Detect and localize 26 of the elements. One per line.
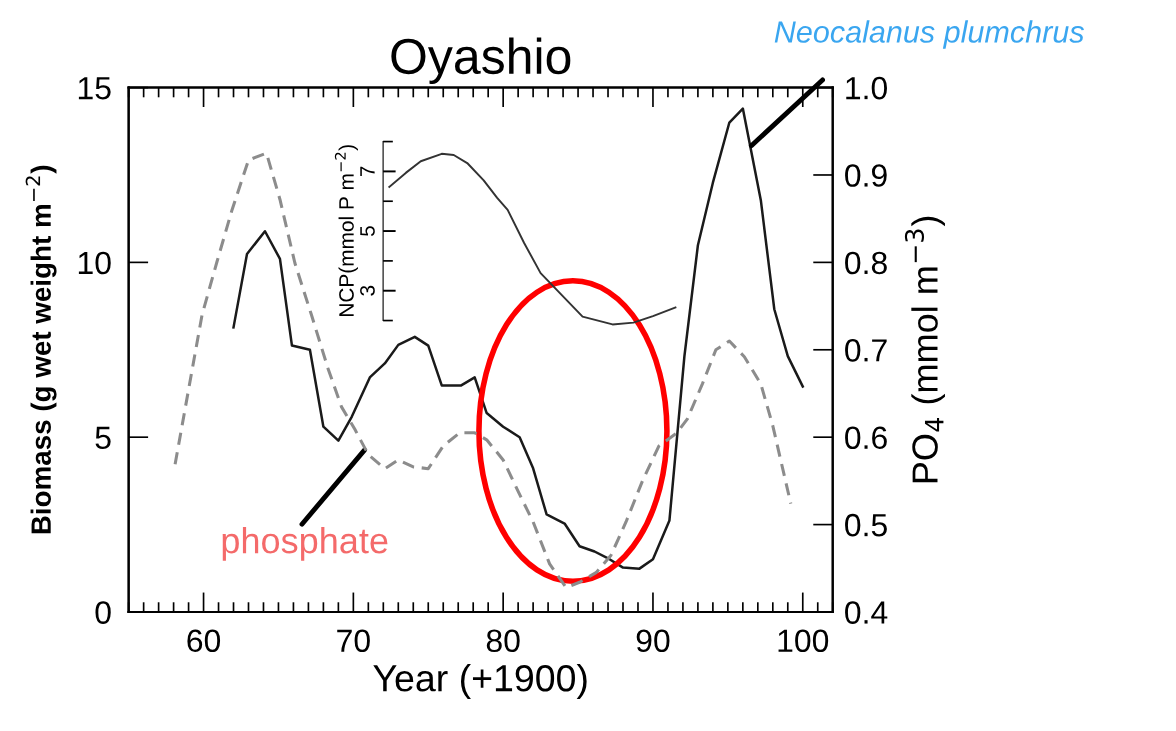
y3-tick-label: 5 xyxy=(360,226,375,237)
y2-tick-label: 0.7 xyxy=(845,339,887,362)
y-tick-label: 10 xyxy=(78,251,111,275)
y2-tick-label: 0.8 xyxy=(845,251,887,275)
annotation: Neocalanus plumchrus xyxy=(774,20,1084,49)
y2-tick-label: 0.4 xyxy=(845,601,888,624)
x-tick-label: 60 xyxy=(187,629,221,653)
y-tick-label: 15 xyxy=(78,77,111,100)
x-axis-title: Year (+1900) xyxy=(373,663,587,699)
y3-tick-label: 3 xyxy=(360,285,375,296)
y3-axis-title: NCP(mmol P m$^{−2}$) xyxy=(334,145,358,317)
x-tick-label: 100 xyxy=(778,629,829,653)
y-tick-label: 5 xyxy=(95,426,111,450)
y2-tick-label: 1.0 xyxy=(846,76,887,100)
y-axis-title: Biomass (g wet weight m$^{−2}$) xyxy=(25,165,57,534)
y2-tick-label: 0.5 xyxy=(845,513,887,537)
annotation: phosphate xyxy=(222,526,388,561)
x-tick-label: 70 xyxy=(337,629,370,653)
y2-tick-label: 0.9 xyxy=(845,164,887,187)
y2-tick-label: 0.6 xyxy=(845,426,887,450)
y3-tick-label: 7 xyxy=(360,166,375,177)
y-tick-label: 0 xyxy=(95,601,111,624)
chart-title: Oyashio xyxy=(391,37,571,85)
y2-axis-title: PO$_{4}$ (mmol m$^{−3}$) xyxy=(904,216,945,483)
x-tick-label: 80 xyxy=(486,629,520,653)
x-tick-label: 90 xyxy=(636,629,670,653)
